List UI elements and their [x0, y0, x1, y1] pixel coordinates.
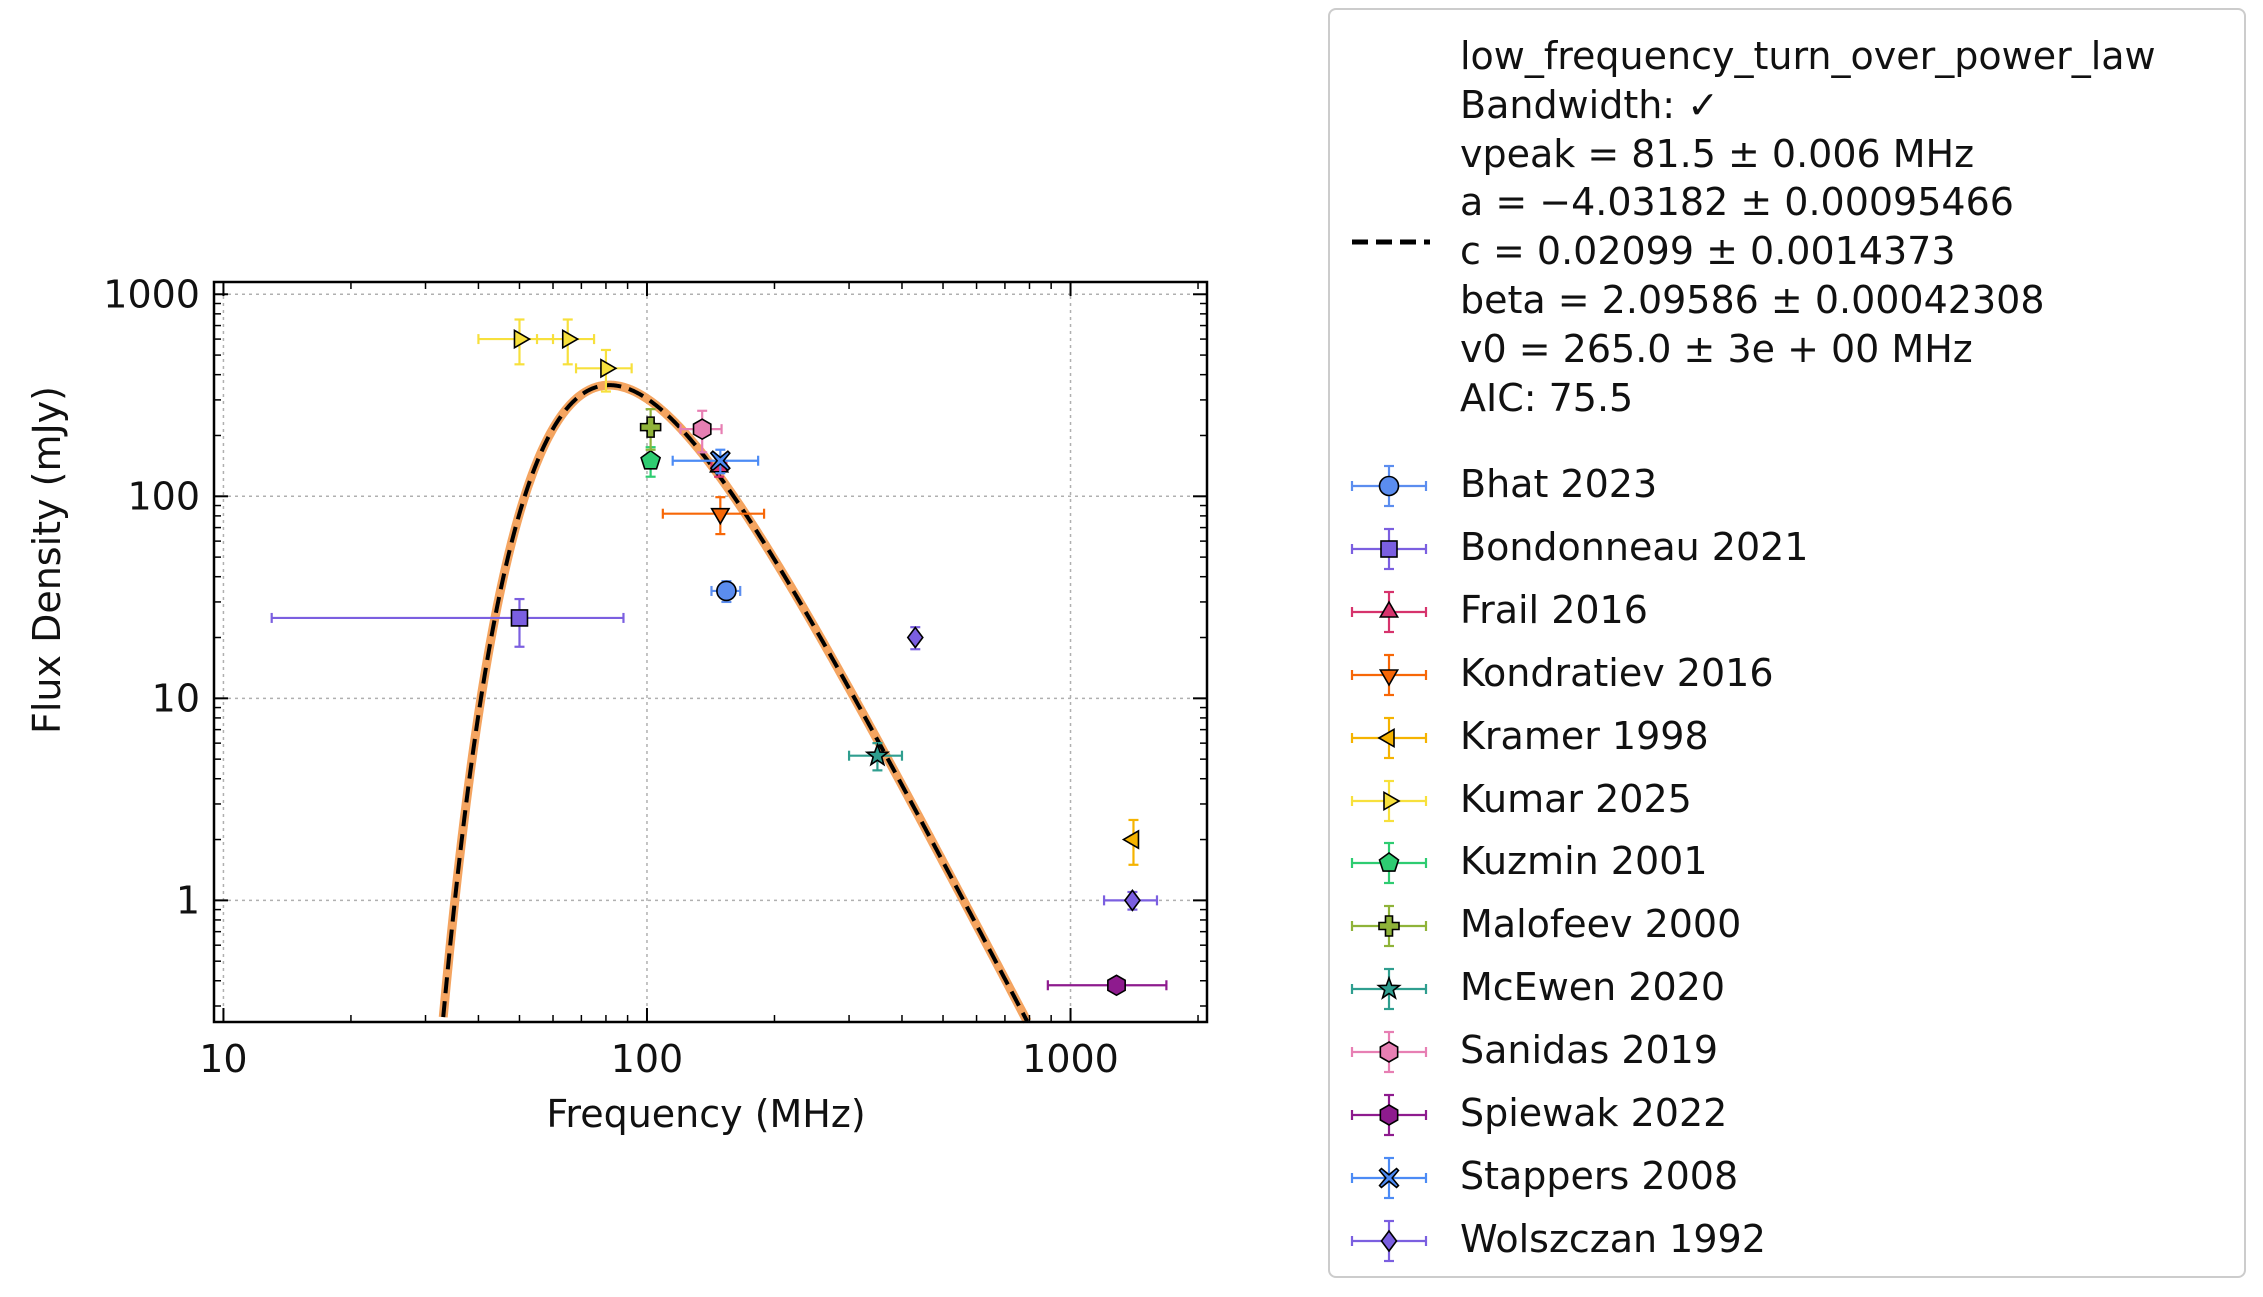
legend-label: Frail 2016	[1460, 587, 1648, 632]
plot-frame	[212, 280, 1209, 1024]
legend-label: Kramer 1998	[1460, 713, 1709, 758]
legend-label: Sanidas 2019	[1460, 1028, 1719, 1073]
data-point	[716, 580, 737, 602]
legend-entry: Wolszczan 1992	[1330, 1213, 2230, 1269]
grid	[214, 282, 1207, 1022]
data-point	[709, 450, 731, 472]
legend-marker-shape	[1380, 1229, 1398, 1253]
legend-label: Kuzmin 2001	[1460, 839, 1708, 884]
legend-marker	[1350, 968, 1428, 1011]
fit-parameters: low_frequency_turn_over_power_law Bandwi…	[1460, 32, 2156, 422]
fit-a: a = −4.03182 ± 0.00095466	[1460, 180, 2014, 225]
fit-line-swatch	[1352, 239, 1430, 245]
x-tick-label: 1000	[1022, 1037, 1119, 1081]
fit-c: c = 0.02099 ± 0.0014373	[1460, 229, 1956, 274]
legend-marker-shape	[1376, 975, 1402, 1001]
legend-entry: Frail 2016	[1330, 584, 2230, 640]
data-point	[692, 418, 712, 441]
data-point	[1121, 829, 1140, 850]
fit-curve	[441, 383, 1029, 1023]
legend-marker	[1350, 1093, 1428, 1137]
data-point	[600, 358, 618, 379]
legend-label: Spiewak 2022	[1460, 1091, 1728, 1135]
fit-v0: v0 = 265.0 ± 3e + 00 MHz	[1460, 326, 1973, 371]
legend-marker-shape	[1379, 1041, 1399, 1064]
legend-label: Kumar 2025	[1460, 776, 1692, 821]
data-point	[639, 416, 662, 438]
legend-marker	[1350, 590, 1428, 633]
legend-label: McEwen 2020	[1460, 965, 1726, 1010]
data-points	[270, 318, 1168, 997]
data-point	[561, 329, 580, 350]
legend-marker	[1350, 527, 1428, 570]
legend-marker-shape	[1378, 600, 1400, 618]
y-tick-label: 1000	[103, 272, 200, 316]
legend-marker	[1350, 1219, 1428, 1262]
data-point	[510, 609, 529, 627]
legend-entry: Spiewak 2022	[1330, 1087, 2230, 1143]
y-axis-label: Flux Density (mJy)	[25, 386, 69, 734]
legend-marker-shape	[1378, 668, 1400, 687]
y-tick-label: 10	[152, 676, 200, 720]
fit-curve-layer	[438, 380, 1032, 1024]
fit-uncertainty-band	[438, 380, 1032, 1024]
legend-entry: Bhat 2023	[1330, 458, 2230, 514]
fit-vpeak: vpeak = 81.5 ± 0.006 MHz	[1460, 131, 1975, 176]
legend-entry: McEwen 2020	[1330, 961, 2230, 1017]
legend-marker	[1350, 905, 1428, 948]
y-tick-label: 1	[176, 878, 200, 922]
legend-label: Malofeev 2000	[1460, 902, 1742, 947]
fit-aic: AIC: 75.5	[1460, 375, 1634, 420]
legend-marker-shape	[1379, 1104, 1399, 1126]
legend-entry: Kumar 2025	[1330, 773, 2230, 829]
data-point	[906, 626, 924, 649]
legend-marker	[1350, 1030, 1428, 1074]
x-tick-label: 100	[611, 1037, 684, 1081]
legend-marker	[1350, 716, 1428, 759]
fit-beta: beta = 2.09586 ± 0.00042308	[1460, 277, 2045, 322]
legend-entry: Kondratiev 2016	[1330, 647, 2230, 703]
legend-entry: Malofeev 2000	[1330, 898, 2230, 954]
legend-marker	[1350, 779, 1428, 822]
fit-bandwidth: Bandwidth: ✓	[1460, 82, 1720, 127]
x-tick-label: 10	[199, 1037, 247, 1081]
legend-marker-shape	[1378, 915, 1400, 938]
legend-entry: Sanidas 2019	[1330, 1024, 2230, 1080]
fit-model-name: low_frequency_turn_over_power_law	[1460, 34, 2156, 78]
legend-marker	[1350, 842, 1428, 885]
legend-label: Stappers 2008	[1460, 1153, 1739, 1198]
axis-ticks: 10 100 1000 1 10 100 1000	[103, 272, 1207, 1081]
data-point	[864, 742, 891, 767]
legend-marker-shape	[1377, 727, 1395, 748]
legend-entry: Kuzmin 2001	[1330, 835, 2230, 891]
data-point	[513, 329, 532, 350]
legend-label: Wolszczan 1992	[1460, 1216, 1766, 1261]
legend-marker-shape	[1378, 1167, 1400, 1189]
legend-entry: Stappers 2008	[1330, 1150, 2230, 1206]
legend-entry: Kramer 1998	[1330, 710, 2230, 766]
data-point	[1123, 889, 1141, 912]
legend-marker-shape	[1378, 475, 1400, 497]
legend-marker	[1350, 464, 1428, 508]
data-point	[1107, 974, 1126, 997]
legend-label: Bhat 2023	[1460, 462, 1658, 506]
y-tick-label: 100	[127, 474, 200, 518]
legend-entry: Bondonneau 2021	[1330, 521, 2230, 577]
legend-label: Bondonneau 2021	[1460, 524, 1809, 569]
legend-marker-shape	[1378, 852, 1400, 873]
x-axis-label: Frequency (MHz)	[546, 1092, 865, 1136]
data-point	[710, 507, 731, 526]
legend-label: Kondratiev 2016	[1460, 650, 1774, 695]
legend-marker	[1350, 653, 1428, 696]
legend-marker-shape	[1380, 540, 1398, 558]
data-point	[640, 449, 662, 470]
legend: low_frequency_turn_over_power_law Bandwi…	[1328, 8, 2246, 1278]
legend-marker-shape	[1383, 790, 1401, 811]
legend-marker	[1350, 1156, 1428, 1199]
